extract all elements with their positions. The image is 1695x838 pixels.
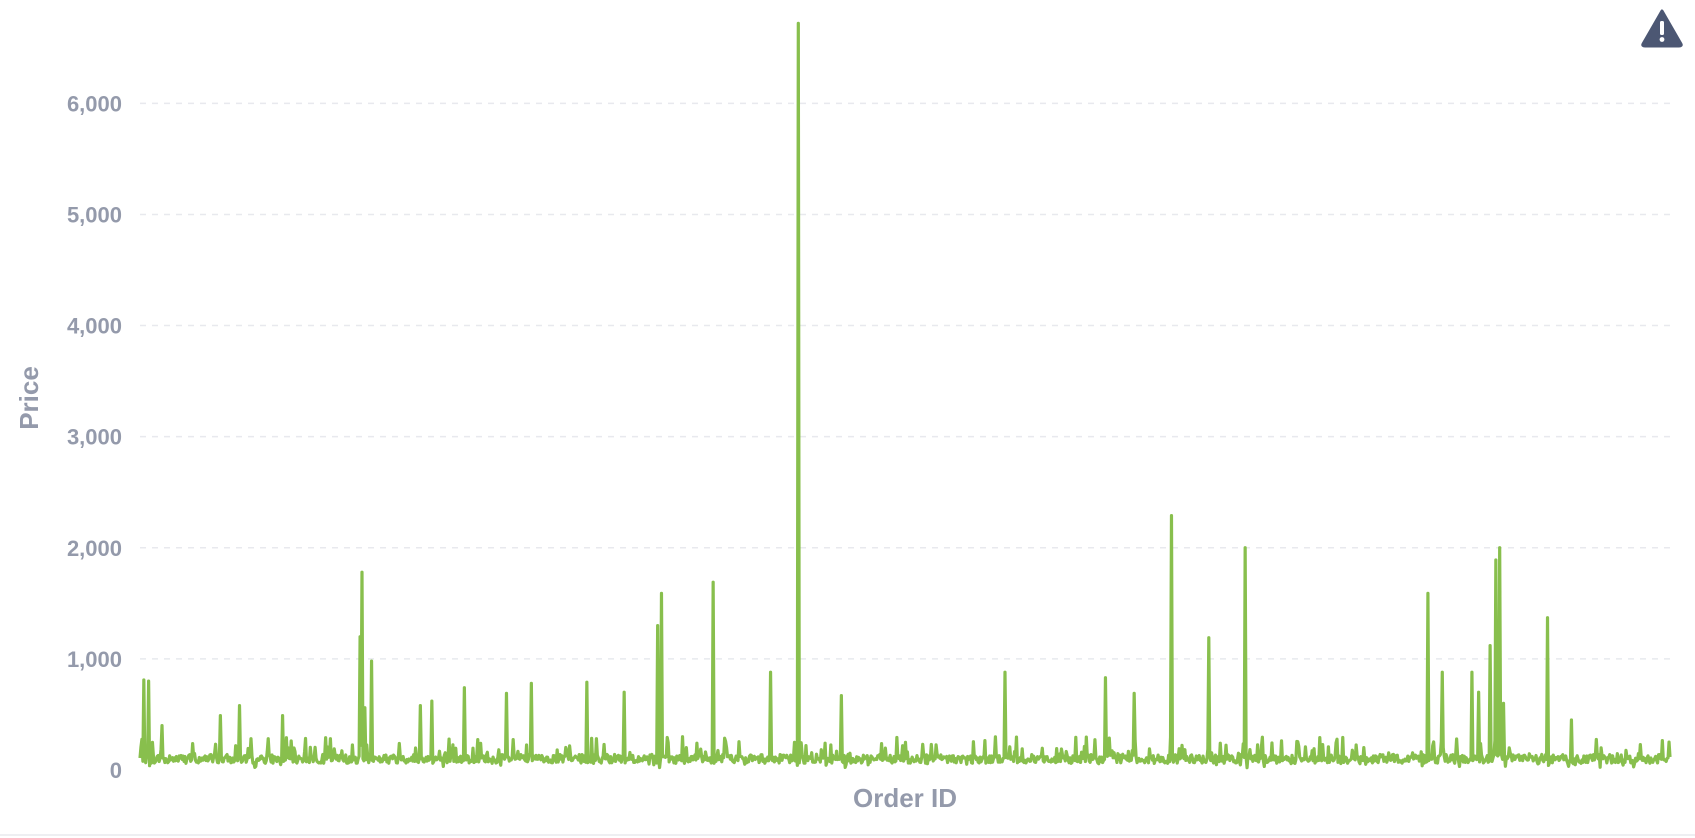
- y-tick-label: 3,000: [67, 425, 122, 450]
- bottom-divider: [0, 834, 1695, 836]
- y-tick-label: 2,000: [67, 536, 122, 561]
- warning-icon: [1641, 9, 1683, 48]
- series-layer: [138, 21, 1672, 770]
- gridlines: [140, 102, 1670, 660]
- warning-button[interactable]: [1640, 8, 1684, 48]
- y-axis-title: Price: [14, 366, 44, 430]
- x-axis-title: Order ID: [853, 783, 957, 813]
- y-axis-ticks: 0 1,000 2,000 3,000 4,000 5,000 6,000: [67, 91, 122, 783]
- y-tick-label: 5,000: [67, 202, 122, 227]
- y-tick-label: 0: [110, 758, 122, 783]
- y-tick-label: 1,000: [67, 647, 122, 672]
- series-line: [138, 21, 1672, 770]
- y-tick-label: 4,000: [67, 314, 122, 339]
- y-tick-label: 6,000: [67, 91, 122, 116]
